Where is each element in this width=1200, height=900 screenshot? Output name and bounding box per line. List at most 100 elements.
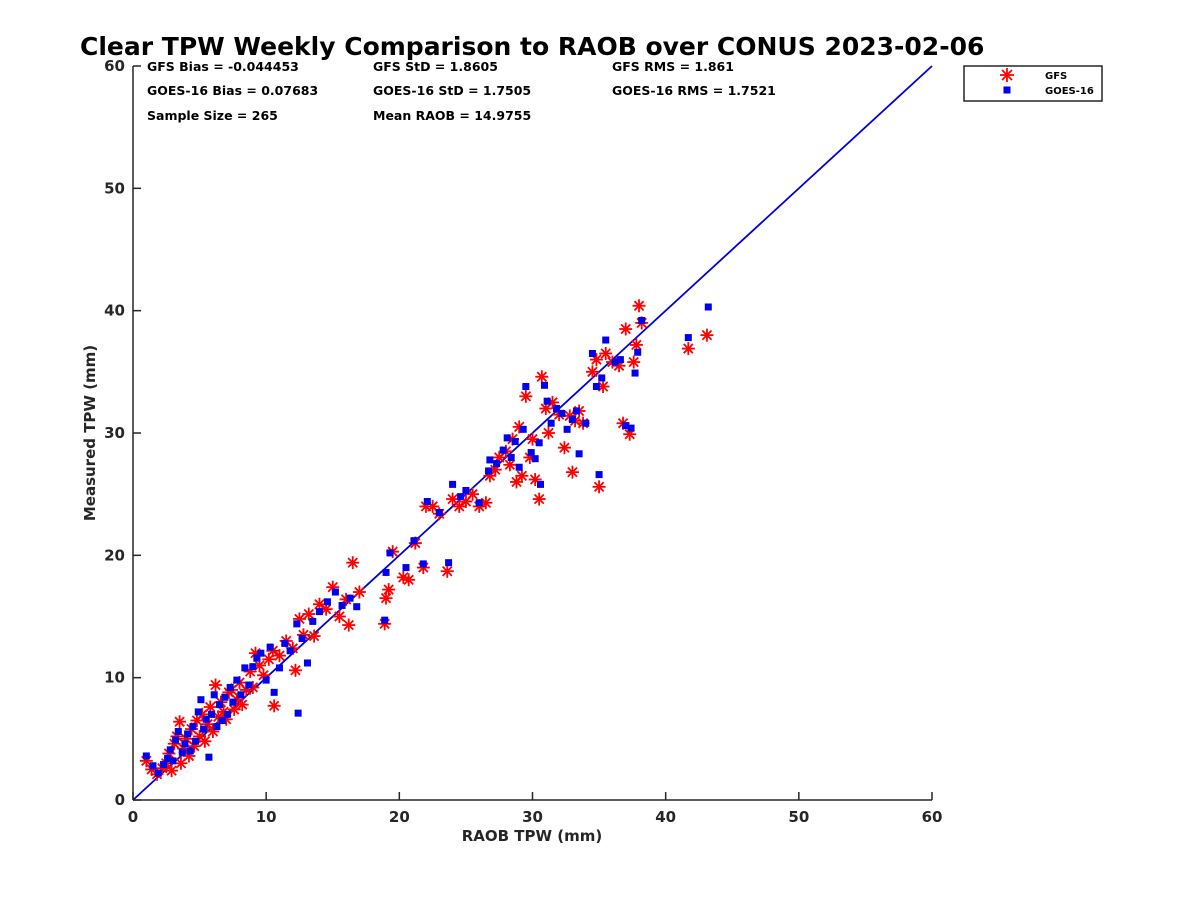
goes16-point — [527, 449, 535, 457]
gfs-point — [452, 499, 466, 513]
gfs-point — [632, 299, 646, 313]
goes16-point — [493, 460, 501, 468]
goes16-point — [154, 769, 162, 777]
gfs-point — [332, 610, 346, 623]
gfs-point — [342, 618, 356, 632]
stat-gfs-std: GFS StD = 1.8605 — [373, 59, 498, 74]
goes16-point — [257, 649, 265, 657]
goes16-point — [531, 455, 539, 463]
gfs-point — [541, 426, 555, 440]
goes16-point — [435, 509, 443, 517]
goes16-point — [281, 639, 289, 647]
gfs-point — [288, 663, 302, 677]
x-tick-label: 0 — [128, 808, 138, 826]
goes16-point — [582, 419, 590, 427]
goes16-point — [200, 725, 208, 733]
goes16-point — [631, 369, 639, 377]
gfs-point — [515, 469, 529, 483]
gfs-point — [599, 346, 613, 360]
goes16-point — [275, 664, 283, 672]
goes16-point — [197, 696, 205, 704]
goes16-point — [611, 358, 619, 366]
goes16-point — [315, 608, 323, 616]
goes16-point — [588, 349, 596, 357]
goes16-point — [519, 425, 527, 433]
goes16-point — [627, 424, 635, 432]
stat-sample-size: Sample Size = 265 — [147, 108, 278, 123]
gfs-point — [235, 698, 249, 712]
goes16-point — [592, 383, 600, 391]
gfs-point — [165, 764, 179, 778]
gfs-point — [203, 700, 217, 714]
y-tick-label: 0 — [115, 791, 125, 809]
goes16-point — [293, 620, 301, 628]
goes16-point — [194, 708, 202, 716]
x-tick-label: 20 — [389, 808, 410, 826]
goes16-point — [210, 691, 218, 699]
gfs-point — [352, 585, 366, 599]
y-tick-label: 40 — [104, 302, 125, 320]
gfs-point — [619, 322, 633, 336]
goes16-point — [229, 698, 237, 706]
gfs-point — [585, 365, 599, 379]
x-tick-label: 50 — [788, 808, 809, 826]
goes16-point — [286, 647, 294, 655]
goes16-point — [346, 594, 354, 602]
goes16-point — [634, 348, 642, 356]
goes16-point — [507, 453, 515, 461]
x-tick-label: 30 — [522, 808, 543, 826]
goes16-point — [386, 549, 394, 557]
legend-goes16-square-icon — [1003, 86, 1011, 94]
stat-gfs-rms: GFS RMS = 1.861 — [612, 59, 734, 74]
goes16-point — [535, 439, 543, 447]
goes16-point — [638, 316, 646, 324]
gfs-point — [198, 734, 212, 748]
goes16-point — [572, 407, 580, 415]
gfs-point — [346, 556, 360, 570]
axes: 0 10 20 30 40 50 60 0 10 20 30 40 50 60 — [104, 57, 942, 826]
goes16-point — [382, 568, 390, 576]
goes16-point — [419, 560, 427, 568]
gfs-point — [535, 370, 549, 384]
goes16-point — [540, 381, 548, 389]
goes16-point — [249, 663, 257, 671]
goes16-point — [294, 709, 302, 717]
gfs-point — [627, 355, 641, 369]
goes16-point — [181, 740, 189, 748]
goes16-point — [410, 537, 418, 545]
goes16-point — [169, 757, 177, 765]
gfs-point — [526, 432, 539, 446]
goes16-point — [213, 723, 221, 731]
goes16-point — [164, 754, 172, 762]
goes16-point — [457, 493, 465, 501]
x-tick-label: 40 — [655, 808, 676, 826]
goes16-point — [486, 456, 494, 464]
goes16-point — [266, 643, 274, 651]
stat-goes16-std: GOES-16 StD = 1.7505 — [373, 83, 531, 98]
y-tick-label: 50 — [104, 179, 125, 197]
goes16-point — [511, 438, 519, 446]
gfs-point — [466, 487, 480, 501]
gfs-point — [592, 480, 606, 494]
goes16-point — [172, 736, 180, 744]
goes16-point — [189, 723, 197, 731]
goes16-point — [208, 710, 216, 718]
gfs-point — [440, 564, 454, 578]
goes16-point — [616, 356, 624, 364]
gfs-point — [396, 570, 410, 584]
legend-goes16-label: GOES-16 — [1045, 86, 1094, 97]
y-tick-label: 60 — [104, 57, 125, 75]
goes16-point — [298, 635, 306, 643]
goes16-point — [543, 397, 551, 405]
goes16-point — [536, 480, 544, 488]
gfs-point — [272, 649, 286, 663]
goes16-point — [224, 710, 232, 718]
x-axis-label: RAOB TPW (mm) — [462, 827, 603, 845]
goes16-point — [475, 499, 483, 507]
goes16-point — [575, 450, 583, 458]
goes16-point — [568, 416, 576, 424]
goes16-point — [309, 617, 317, 625]
goes16-point — [595, 471, 603, 479]
goes16-point — [303, 659, 311, 667]
plot-area — [132, 65, 933, 801]
